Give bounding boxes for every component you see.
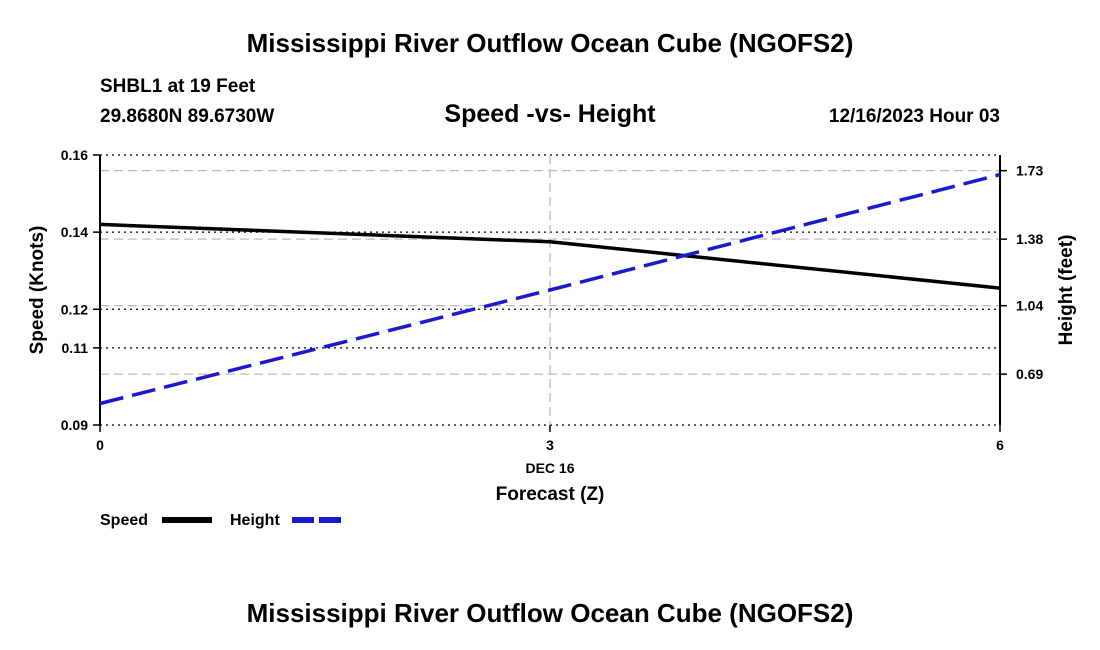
y-tick-label-right: 1.73: [1016, 163, 1043, 179]
x-date-label: DEC 16: [525, 460, 574, 476]
y-tick-label-left: 0.16: [61, 147, 88, 163]
y-axis-right-label: Height (feet): [1056, 235, 1077, 346]
x-axis-label: Forecast (Z): [496, 484, 605, 505]
grid-layer: [100, 154, 1000, 426]
chart-title: Speed -vs- Height: [444, 100, 656, 128]
station-coordinates: 29.8680N 89.6730W: [100, 106, 275, 127]
y-axis-left-label: Speed (Knots): [27, 226, 48, 355]
chart-datetime: 12/16/2023 Hour 03: [828, 106, 1000, 127]
station-name: SHBL1 at 19 Feet: [100, 76, 256, 97]
y-tick-label-left: 0.14: [61, 224, 88, 240]
main-title: Mississippi River Outflow Ocean Cube (NG…: [246, 28, 854, 58]
series-line-height: [99, 172, 1001, 406]
legend-height-label: Height: [230, 512, 280, 529]
legend-speed-label: Speed: [100, 512, 148, 529]
series-line-speed: [99, 222, 1001, 290]
y-tick-label-right: 1.04: [1016, 298, 1043, 314]
bottom-title: Mississippi River Outflow Ocean Cube (NG…: [246, 598, 854, 628]
plot-frame: [99, 155, 1001, 425]
series-layer: [99, 172, 1001, 406]
y-tick-label-left: 0.09: [61, 417, 88, 433]
y-tick-label-left: 0.12: [61, 301, 88, 317]
y-tick-label-right: 1.38: [1016, 231, 1043, 247]
x-tick-label: 3: [546, 437, 554, 453]
y-tick-label-right: 0.69: [1016, 366, 1043, 382]
x-tick-label: 0: [96, 437, 104, 453]
y-tick-label-left: 0.11: [62, 340, 89, 356]
x-tick-label: 6: [996, 437, 1004, 453]
tick-layer: 0.09 0.11 0.12 0.14 0.16 0.69 1.04 1.38 1.73 0 3 6: [61, 147, 1044, 453]
